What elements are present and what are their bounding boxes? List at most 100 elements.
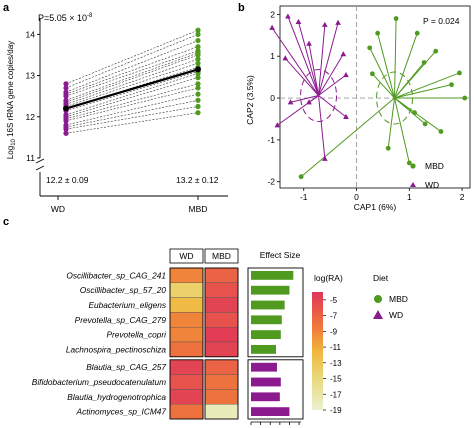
colorbar-tick-label: -5 xyxy=(330,296,338,305)
panel-b-point-wd xyxy=(322,21,328,27)
panel-a-point-mbd xyxy=(195,44,201,50)
panel-b-point-mbd xyxy=(462,95,468,101)
panel-b-vector-wd xyxy=(271,27,319,96)
panel-b-point-mbd xyxy=(414,30,420,36)
panel-c-effect-bar xyxy=(251,392,280,402)
panel-b-vector-wd xyxy=(318,95,347,118)
panel-c-cell-mbd xyxy=(204,267,239,284)
panel-a-point-mbd xyxy=(195,97,201,103)
panel-c-cell-mbd xyxy=(204,374,239,390)
panel-a-p-value: P=5.05 × 10-8 xyxy=(38,13,93,23)
panel-b-legend-mbd-marker xyxy=(410,163,416,169)
panel-b-point-mbd xyxy=(457,70,462,76)
panel-b-vector-wd xyxy=(297,21,320,96)
panel-a-ylabel: Log10 16S rRNA gene copies/day xyxy=(6,41,17,159)
panel-b-point-mbd xyxy=(375,30,381,36)
panel-c-cell-mbd xyxy=(204,404,239,420)
panel-a-pair-line xyxy=(65,112,199,134)
panel-c-cell-mbd xyxy=(204,327,239,343)
colorbar-tick-label: -7 xyxy=(330,312,338,321)
colorbar-tick-label: -15 xyxy=(330,375,342,384)
panel-a-point-wd xyxy=(63,85,69,91)
panel-c-cell-wd xyxy=(169,359,204,375)
panel-c-chart: WD MBD Effect Size Oscillibacter_sp_CAG_… xyxy=(32,248,408,428)
panel-c-effect-frame xyxy=(247,267,304,358)
colorbar-tick-label: -19 xyxy=(330,406,342,415)
panel-b-vector-wd xyxy=(318,95,326,159)
diet-legend-mbd: MBD xyxy=(389,294,408,304)
panel-b-vector-wd xyxy=(308,43,320,96)
panel-b-vector-wd xyxy=(318,22,339,96)
colorbar-title: log(RA) xyxy=(314,273,343,283)
panel-c-taxon-label: Actinomyces_sp_ICM47 xyxy=(76,407,167,417)
panel-b-legend-wd-marker xyxy=(410,182,416,187)
panel-b-point-wd xyxy=(306,99,312,105)
panel-b-point-mbd xyxy=(412,110,417,116)
panel-c-taxon-label: Blautia_sp_CAG_257 xyxy=(86,362,166,372)
panel-b-vector-wd xyxy=(284,57,319,96)
panel-c-effect-tick-label: 1 xyxy=(259,426,263,428)
colorbar-ticks: -5 -7 -9 -11 -13 -15 -17 -19 xyxy=(323,296,342,415)
panel-c-taxon-label: Lachnospira_pectinoschiza xyxy=(66,344,166,354)
panel-a-mean-mbd: 13.2 ± 0.12 xyxy=(176,175,219,185)
panel-c-taxon-label: Blautia_hydrogenotrophica xyxy=(67,392,166,402)
panel-c-cell-wd xyxy=(169,267,204,284)
diet-legend-wd: WD xyxy=(389,310,403,320)
panel-c-cell-mbd xyxy=(204,341,239,358)
panel-label-a: a xyxy=(3,2,10,14)
panel-a-axes: 11 12 13 14 xyxy=(26,18,228,200)
panel-a-pair-line xyxy=(65,100,199,128)
panel-a-chart: 11 12 13 14 P=5.05 × 10-8 12.2 ± 0.09 13.2 … xyxy=(6,13,228,214)
panel-b-point-mbd xyxy=(369,71,375,77)
panel-a-mean-line xyxy=(65,68,199,110)
panel-b-point-mbd xyxy=(433,48,439,54)
panel-a-points xyxy=(63,27,201,136)
panel-c-effect-tick-label: 5 xyxy=(297,426,301,428)
panel-b-point-wd xyxy=(335,19,341,25)
panel-c-cell-wd xyxy=(169,374,204,390)
panel-c-taxon-label: Prevotella_sp_CAG_279 xyxy=(75,315,167,325)
panel-c-group-frame-wd xyxy=(169,267,204,358)
panel-b-ytick-label: 0 xyxy=(270,93,275,103)
panel-a-pair-line xyxy=(65,93,199,126)
panel-b-ytick-label: -1 xyxy=(267,135,275,145)
panel-a-pair-line xyxy=(65,77,199,118)
panel-a-mean-point xyxy=(195,66,201,73)
panel-c-effect-bars: 0 1 2 3 4 5 xyxy=(247,267,304,428)
panel-a-pair-line xyxy=(65,62,199,107)
panel-c-effect-bar xyxy=(251,330,281,339)
colorbar xyxy=(312,292,323,410)
panel-b-vector-wd xyxy=(290,95,319,103)
panel-c-cell-wd xyxy=(169,341,204,358)
panel-b-vector-mbd xyxy=(394,97,442,132)
panel-c-heatmap: Oscillibacter_sp_CAG_241 Oscillibacter_sp… xyxy=(32,267,239,420)
panel-b-axes: -1 0 1 2 -2 -1 0 1 2 xyxy=(267,6,470,202)
panel-a-axis-break xyxy=(35,165,45,171)
panel-a-pair-line xyxy=(65,52,199,101)
panel-a-point-wd xyxy=(63,81,69,87)
panel-c-cell-mbd xyxy=(204,282,239,298)
panel-a-point-wd xyxy=(63,126,69,132)
panel-a-point-wd xyxy=(63,130,69,136)
panel-c-effect-bar xyxy=(251,285,290,295)
panel-c-effect-tick-label: 0 xyxy=(249,426,253,428)
panel-a-point-wd xyxy=(63,118,69,124)
diet-legend-wd-marker xyxy=(373,310,383,319)
panel-b-point-wd xyxy=(322,155,328,161)
panel-b-vector-mbd xyxy=(369,47,395,99)
panel-c-cell-wd xyxy=(169,282,204,298)
panel-a-pair-line xyxy=(65,46,199,95)
panel-b-point-wd xyxy=(295,18,302,24)
panel-a-ytick-label: 12 xyxy=(26,112,36,122)
panel-c-taxon-label: Prevotella_copri xyxy=(107,330,168,340)
panel-c-taxon-label: Oscillibacter_sp_CAG_241 xyxy=(66,270,166,280)
panel-c-taxon-label: Bifidobacterium_pseudocatenulatum xyxy=(32,377,166,387)
panel-b-vector-mbd xyxy=(394,62,425,99)
panel-c-cell-mbd xyxy=(204,389,239,405)
panel-a-point-mbd xyxy=(195,75,201,81)
panel-c-effect-size-title: Effect Size xyxy=(260,250,301,260)
panel-a-point-mbd xyxy=(195,37,201,44)
panel-a-mean-point xyxy=(63,105,69,112)
panel-c-effect-bar xyxy=(251,407,290,416)
